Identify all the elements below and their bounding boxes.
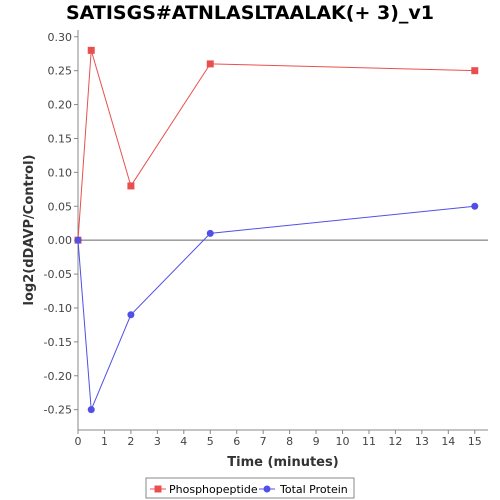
- x-tick-label: 15: [468, 435, 482, 448]
- y-axis-title: log2(dDAVP/Control): [22, 155, 37, 306]
- x-tick-label: 8: [286, 435, 293, 448]
- plot-area: [78, 30, 488, 430]
- total-protein-point: [127, 311, 135, 319]
- phosphopeptide-point: [206, 60, 214, 68]
- x-tick-label: 13: [415, 435, 429, 448]
- legend: Phosphopeptide Total Protein: [145, 477, 355, 499]
- y-tick-label: -0.20: [44, 370, 72, 383]
- x-tick-label: 9: [313, 435, 320, 448]
- phosphopeptide-point: [471, 67, 479, 75]
- x-tick-label: 10: [336, 435, 350, 448]
- x-tick-label: 14: [441, 435, 455, 448]
- total-protein-point: [471, 202, 479, 210]
- x-tick-label: 2: [127, 435, 134, 448]
- y-tick-label: -0.25: [44, 404, 72, 417]
- y-tick-label: 0.00: [48, 234, 73, 247]
- y-tick-label: 0.15: [48, 132, 73, 145]
- x-tick-label: 6: [233, 435, 240, 448]
- legend-box: [145, 477, 355, 499]
- total-protein-point: [87, 406, 95, 414]
- y-tick-label: 0.05: [48, 200, 73, 213]
- x-tick-label: 3: [154, 435, 161, 448]
- y-tick-label: 0.20: [48, 99, 73, 112]
- x-axis-title: Time (minutes): [227, 455, 338, 470]
- total-protein-point: [206, 229, 214, 237]
- x-tick-label: 7: [260, 435, 267, 448]
- y-tick-label: -0.05: [44, 268, 72, 281]
- legend-phosphopeptide-label: Phosphopeptide: [169, 483, 258, 496]
- x-tick-label: 1: [101, 435, 108, 448]
- phosphopeptide-point: [127, 182, 135, 190]
- y-tick-label: 0.30: [48, 31, 73, 44]
- legend-phosphopeptide-marker: [154, 485, 162, 493]
- legend-total-protein-marker: [263, 485, 271, 493]
- x-tick-label: 0: [75, 435, 82, 448]
- y-tick-label: 0.25: [48, 65, 73, 78]
- x-tick-label: 12: [388, 435, 402, 448]
- total-protein-point: [74, 236, 82, 244]
- y-tick-label: 0.10: [48, 166, 73, 179]
- legend-total-protein-label: Total Protein: [279, 483, 348, 496]
- x-tick-label: 4: [180, 435, 187, 448]
- x-tick-label: 11: [362, 435, 376, 448]
- x-tick-label: 5: [207, 435, 214, 448]
- y-tick-label: -0.15: [44, 336, 72, 349]
- y-tick-label: -0.10: [44, 302, 72, 315]
- chart-title: SATISGS#ATNLASLTAALAK(+ 3)_v1: [65, 2, 435, 24]
- phosphopeptide-point: [87, 46, 95, 54]
